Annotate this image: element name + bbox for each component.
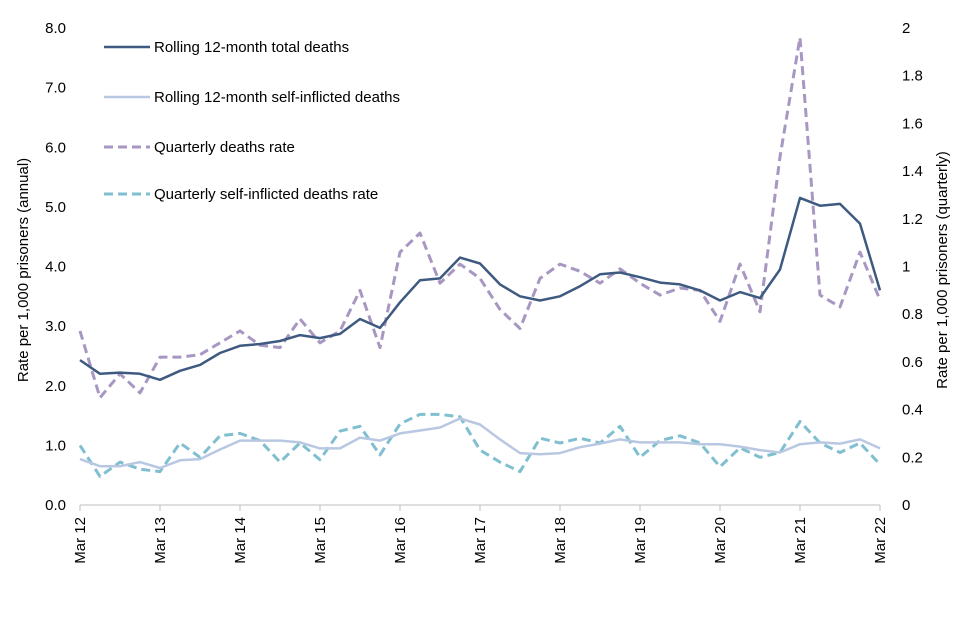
y-left-tick-label: 5.0	[45, 199, 66, 216]
series-line-2	[79, 417, 881, 470]
legend-label-3: Quarterly deaths rate	[154, 139, 295, 156]
x-tick-label: Mar 20	[712, 517, 729, 564]
y-left-tick-label: 4.0	[45, 259, 66, 276]
y-right-tick-label: 2	[902, 20, 910, 37]
series-line-1	[79, 196, 882, 382]
y-right-tick-label: 1.4	[902, 163, 923, 180]
y-left-tick-label: 7.0	[45, 80, 66, 97]
y-axis-right-title: Rate per 1,000 prisoners (quarterly)	[934, 151, 951, 389]
y-left-tick-label: 8.0	[45, 20, 66, 37]
x-tick-label: Mar 14	[232, 517, 249, 564]
x-tick-label: Mar 19	[632, 517, 649, 564]
y-right-tick-label: 0.2	[902, 449, 923, 466]
legend: Rolling 12-month total deaths Rolling 12-…	[104, 39, 400, 203]
x-tick-label: Mar 12	[72, 517, 89, 564]
y-right-tick-label: 1	[902, 259, 910, 276]
y-right-tick-label: 0	[902, 497, 910, 514]
y-left-tick-label: 3.0	[45, 318, 66, 335]
y-left-tick-label: 1.0	[45, 437, 66, 454]
y-left-tick-label: 2.0	[45, 378, 66, 395]
x-axis-ticks: Mar 12 Mar 13 Mar 14 Mar 15 Mar 16 Mar 17 Mar …	[72, 505, 889, 564]
y-right-tick-label: 1.6	[902, 115, 923, 132]
y-right-tick-label: 1.8	[902, 68, 923, 85]
x-tick-label: Mar 18	[552, 517, 569, 564]
y-left-tick-label: 0.0	[45, 497, 66, 514]
x-tick-label: Mar 15	[312, 517, 329, 564]
y-right-tick-label: 1.2	[902, 211, 923, 228]
x-tick-label: Mar 13	[152, 517, 169, 564]
y-right-tick-label: 0.4	[902, 402, 923, 419]
y-right-tick-label: 0.6	[902, 354, 923, 371]
y-axis-left-title: Rate per 1,000 prisoners (annual)	[15, 158, 32, 382]
y-right-tick-label: 0.8	[902, 306, 923, 323]
y-axis-left-ticks: 0.0 1.0 2.0 3.0 4.0 5.0 6.0 7.0 8.0	[45, 20, 66, 514]
legend-label-4: Quarterly self-inflicted deaths rate	[154, 186, 378, 203]
series-lines	[78, 36, 882, 478]
legend-label-1: Rolling 12-month total deaths	[154, 39, 349, 56]
series-line-4	[78, 412, 882, 478]
x-tick-label: Mar 22	[872, 517, 889, 564]
legend-label-2: Rolling 12-month self-inflicted deaths	[154, 89, 400, 106]
y-axis-right-ticks: 0 0.2 0.4 0.6 0.8 1 1.2 1.4 1.6 1.8 2	[902, 20, 923, 514]
x-tick-label: Mar 21	[792, 517, 809, 564]
y-left-tick-label: 6.0	[45, 139, 66, 156]
series-line-3	[78, 36, 882, 400]
x-tick-label: Mar 16	[392, 517, 409, 564]
x-tick-label: Mar 17	[472, 517, 489, 564]
